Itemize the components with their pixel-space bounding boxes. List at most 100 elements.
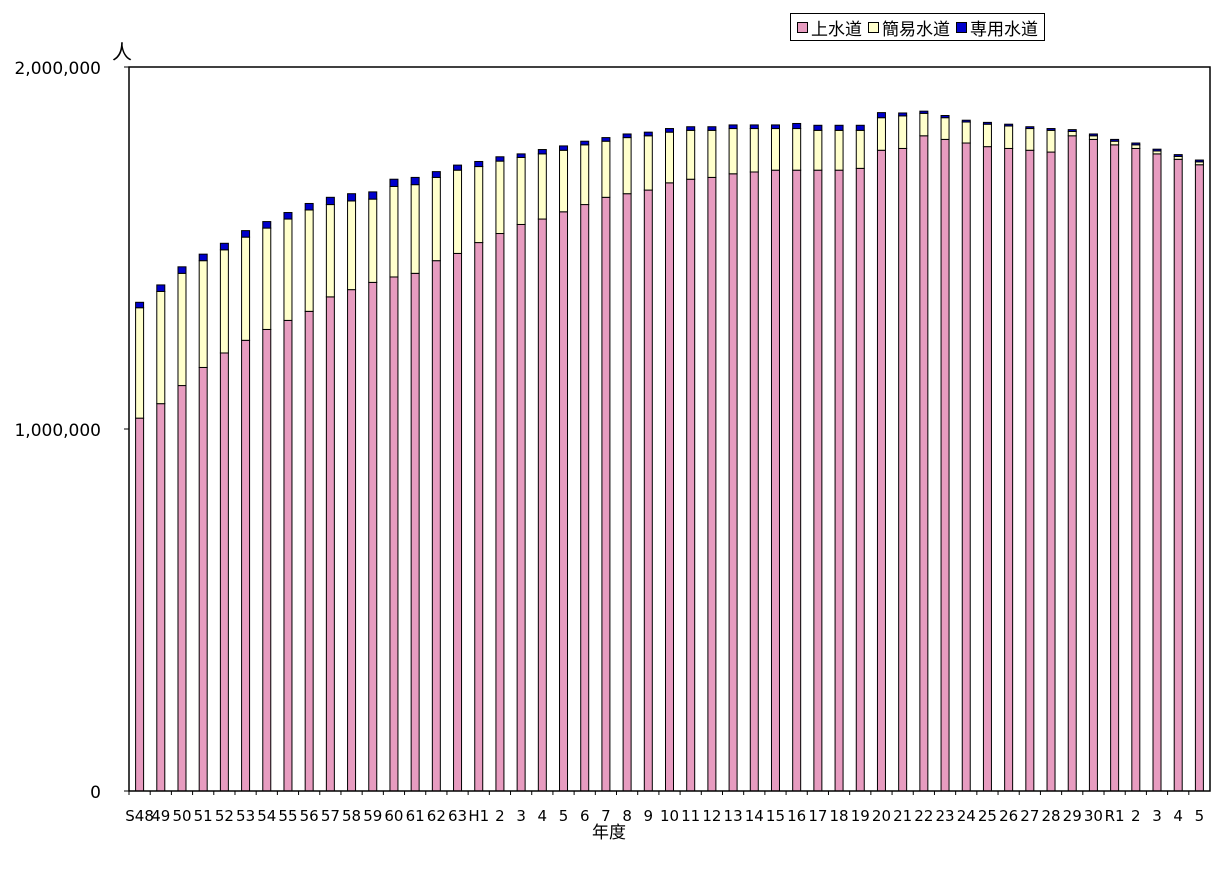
bar-segment-series-0 [495, 233, 505, 792]
x-tick-label: 11 [681, 807, 700, 825]
bar-segment-series-0 [219, 352, 229, 792]
x-tick-label: 12 [702, 807, 721, 825]
bar-segment-series-1 [177, 272, 187, 387]
x-tick-label: 61 [406, 807, 425, 825]
x-tick-label: 52 [215, 807, 234, 825]
bar-segment-series-2 [601, 137, 611, 142]
x-tick-label: S48 [125, 807, 154, 825]
legend-label: 専用水道 [970, 19, 1038, 40]
bar-segment-series-2 [241, 230, 251, 238]
bar-segment-series-2 [1088, 133, 1098, 137]
chart-legend: 上水道 簡易水道 専用水道 [790, 13, 1045, 41]
x-tick-label: 58 [342, 807, 361, 825]
legend-item-joshuido: 上水道 [797, 15, 862, 40]
bar-segment-series-2 [728, 124, 738, 130]
bar-segment-series-0 [686, 178, 696, 792]
x-tick-label: 9 [644, 807, 654, 825]
x-tick-label: 14 [745, 807, 764, 825]
bar-segment-series-2 [283, 212, 293, 220]
bar-segment-series-0 [453, 252, 463, 792]
bar-segment-series-1 [453, 169, 463, 254]
y-tick-label: 1,000,000 [14, 421, 101, 441]
bar-segment-series-2 [580, 140, 590, 146]
x-tick-label: 10 [660, 807, 679, 825]
bar-segment-series-0 [474, 242, 484, 792]
bar-segment-series-1 [643, 135, 653, 191]
legend-label: 簡易水道 [882, 19, 950, 40]
bar-segment-series-1 [855, 129, 865, 169]
bar-segment-series-2 [177, 266, 187, 274]
bar-segment-series-0 [389, 276, 399, 792]
bar-segment-series-2 [855, 124, 865, 131]
bar-segment-series-2 [665, 128, 674, 133]
chart-bars [135, 110, 1204, 792]
bar-segment-series-0 [982, 146, 992, 792]
bar-segment-series-2 [707, 126, 717, 131]
bar-segment-series-1 [410, 184, 420, 274]
bar-segment-series-2 [1194, 159, 1204, 163]
bar-segment-series-0 [368, 281, 378, 792]
bar-segment-series-2 [559, 145, 569, 151]
x-tick-label: 25 [978, 807, 997, 825]
bar-segment-series-0 [919, 135, 929, 792]
bar-segment-series-0 [283, 319, 293, 792]
x-tick-label: 16 [787, 807, 806, 825]
bar-segment-series-1 [1067, 130, 1077, 137]
bar-segment-series-1 [707, 129, 717, 178]
bar-segment-series-2 [1004, 123, 1014, 127]
bar-segment-series-1 [813, 129, 823, 171]
bar-segment-series-1 [474, 166, 484, 244]
x-tick-label: 7 [601, 807, 611, 825]
bar-segment-series-2 [1173, 154, 1183, 157]
bar-segment-series-0 [665, 182, 674, 792]
bar-segment-series-0 [198, 366, 208, 792]
bar-segment-series-0 [516, 223, 526, 792]
bar-segment-series-2 [834, 124, 844, 131]
bar-segment-series-2 [1152, 148, 1162, 152]
bar-segment-series-0 [813, 169, 823, 792]
x-tick-label: 8 [622, 807, 632, 825]
bar-segment-series-0 [834, 169, 844, 792]
x-tick-label: 51 [194, 807, 213, 825]
bar-segment-series-2 [876, 112, 886, 119]
x-tick-label: 50 [172, 807, 191, 825]
bar-segment-series-2 [262, 221, 272, 229]
x-tick-label: 2 [1131, 807, 1141, 825]
bar-segment-series-1 [1088, 135, 1098, 140]
bar-segment-series-0 [241, 339, 251, 792]
bar-segment-series-2 [792, 122, 802, 130]
x-tick-label: 20 [872, 807, 891, 825]
bar-segment-series-2 [135, 301, 145, 309]
bar-segment-series-0 [961, 142, 971, 792]
bar-segment-series-0 [177, 385, 187, 792]
bar-segment-series-1 [219, 249, 229, 354]
bar-segment-series-2 [474, 160, 484, 168]
bar-segment-series-1 [304, 209, 314, 312]
bar-segment-series-2 [1046, 128, 1056, 131]
bar-segment-series-0 [431, 260, 441, 792]
bar-segment-series-1 [580, 144, 590, 206]
bar-segment-series-2 [686, 126, 696, 131]
bar-segment-series-2 [198, 253, 208, 262]
x-tick-label: 63 [448, 807, 467, 825]
x-tick-label: 21 [893, 807, 912, 825]
bar-segment-series-2 [156, 284, 166, 292]
bar-segment-series-2 [1110, 138, 1120, 142]
legend-swatch-icon [797, 21, 808, 33]
bar-segment-series-0 [1110, 144, 1120, 792]
x-tick-label: 62 [427, 807, 446, 825]
x-tick-label: 3 [516, 807, 526, 825]
x-tick-label: 26 [999, 807, 1018, 825]
bar-segment-series-2 [368, 191, 378, 200]
bar-segment-series-1 [919, 112, 929, 137]
bar-segment-series-1 [516, 157, 526, 225]
bar-segment-series-2 [410, 176, 420, 186]
bar-segment-series-0 [1194, 164, 1204, 792]
x-tick-label: 18 [830, 807, 849, 825]
bar-segment-series-1 [792, 128, 802, 171]
bar-segment-series-0 [1067, 135, 1077, 792]
x-tick-label: 60 [384, 807, 403, 825]
bar-segment-series-0 [135, 417, 145, 792]
bar-segment-series-1 [262, 227, 272, 330]
bar-segment-series-0 [1152, 153, 1162, 792]
